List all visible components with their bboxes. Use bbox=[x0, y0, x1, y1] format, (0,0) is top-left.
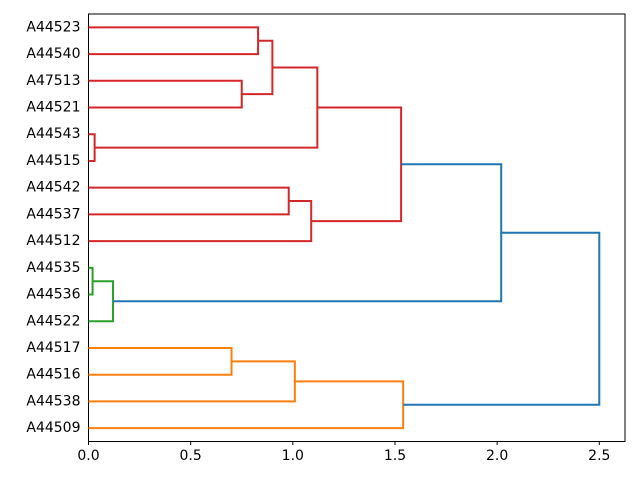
leaf-label-a44543: A44543 bbox=[26, 126, 80, 142]
dendrogram-link-m12 bbox=[88, 380, 405, 430]
leaf-label-a44542: A44542 bbox=[26, 180, 80, 196]
leaf-label-a44512: A44512 bbox=[26, 233, 80, 249]
leaf-label-a44536: A44536 bbox=[26, 287, 80, 303]
leaf-label-a44516: A44516 bbox=[26, 367, 80, 383]
dendrogram-link-m8 bbox=[88, 266, 94, 296]
axes-frame bbox=[88, 13, 626, 442]
dendrogram-link-m3 bbox=[88, 133, 96, 162]
dendrogram-link-m7 bbox=[311, 106, 403, 223]
leaf-label-a44517: A44517 bbox=[26, 340, 80, 356]
leaf-label-a44537: A44537 bbox=[26, 206, 80, 222]
dendrogram-link-m13 bbox=[113, 163, 503, 303]
leaf-label-a44509: A44509 bbox=[26, 420, 80, 436]
x-tick-label: 1.0 bbox=[282, 448, 304, 464]
dendrogram-link-m9 bbox=[88, 280, 115, 323]
leaf-label-a44523: A44523 bbox=[26, 19, 80, 35]
x-tick-label: 2.0 bbox=[486, 448, 508, 464]
dendrogram-link-m14 bbox=[403, 231, 601, 406]
leaf-label-a44538: A44538 bbox=[26, 393, 80, 409]
leaf-label-a44540: A44540 bbox=[26, 46, 80, 62]
dendrogram-link-m11 bbox=[88, 360, 296, 403]
dendrogram-link-m2 bbox=[241, 39, 274, 96]
x-tick-label: 2.5 bbox=[588, 448, 610, 464]
dendrogram-link-m5 bbox=[88, 186, 290, 216]
x-tick-label: 0.0 bbox=[77, 448, 99, 464]
leaf-label-a44515: A44515 bbox=[26, 153, 80, 169]
dendrogram-link-m0 bbox=[88, 26, 260, 56]
dendrogram-link-m1 bbox=[88, 79, 243, 109]
leaf-label-a44522: A44522 bbox=[26, 313, 80, 329]
dendrogram-link-m10 bbox=[88, 346, 233, 376]
x-tick-label: 0.5 bbox=[180, 448, 202, 464]
leaf-label-a44535: A44535 bbox=[26, 260, 80, 276]
leaf-label-a44521: A44521 bbox=[26, 100, 80, 116]
dendrogram-link-m4 bbox=[94, 66, 319, 149]
leaf-label-a47513: A47513 bbox=[26, 73, 80, 89]
dendrogram-link-m6 bbox=[88, 200, 313, 243]
x-tick-label: 1.5 bbox=[384, 448, 406, 464]
